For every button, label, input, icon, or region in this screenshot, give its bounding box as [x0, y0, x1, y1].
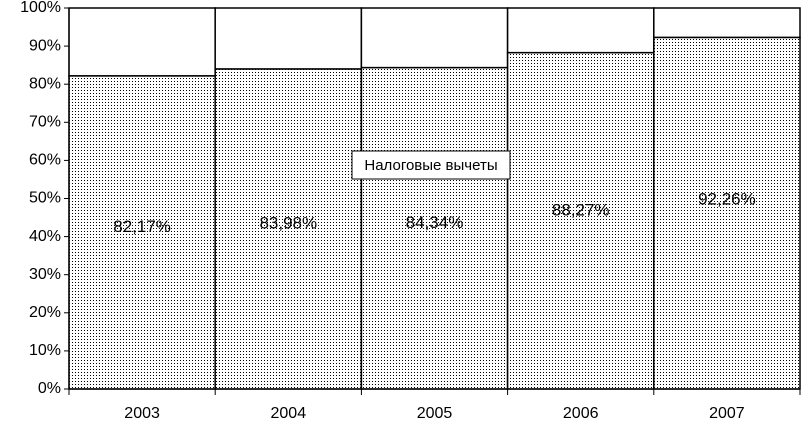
y-tick-label: 30%	[29, 266, 61, 283]
y-tick-label: 50%	[29, 190, 61, 207]
y-tick-label: 80%	[29, 75, 61, 92]
axes-layer	[64, 7, 801, 395]
y-tick-label: 20%	[29, 304, 61, 321]
y-tick-label: 10%	[29, 342, 61, 359]
bar-remainder-2004	[214, 7, 363, 70]
bar-2006	[506, 51, 655, 390]
labels-layer: 82,17% 2003 83,98% 2004 84,34% 2005 88,27% 2006…	[20, 0, 756, 422]
x-tick-label-2003: 2003	[124, 405, 160, 422]
data-label-2007: 92,26%	[698, 190, 756, 209]
y-tick-label: 90%	[29, 37, 61, 54]
bar-2005	[360, 66, 509, 390]
y-tick-label: 60%	[29, 152, 61, 169]
y-tick-label: 70%	[29, 114, 61, 131]
data-label-2006: 88,27%	[552, 200, 610, 219]
data-label-2005: 84,34%	[406, 213, 464, 232]
bar-2003	[68, 75, 216, 390]
annotation-layer: Налоговые вычеты	[351, 150, 511, 180]
data-label-2003: 82,17%	[113, 217, 171, 236]
x-tick-label-2004: 2004	[271, 405, 307, 422]
series-annotation-text: Налоговые вычеты	[364, 157, 497, 174]
bars-layer	[68, 7, 801, 390]
x-tick-label-2007: 2007	[709, 405, 745, 422]
bar-remainder-2003	[68, 7, 216, 77]
bar-remainder-2006	[506, 7, 655, 54]
y-tick-label: 0%	[38, 380, 61, 397]
bar-2004	[214, 68, 363, 390]
bar-remainder-2007	[653, 7, 801, 39]
data-label-2004: 83,98%	[259, 214, 317, 233]
y-tick-label: 40%	[29, 228, 61, 245]
y-tick-label: 100%	[20, 0, 61, 16]
bar-remainder-2005	[360, 7, 509, 69]
x-tick-label-2006: 2006	[563, 405, 599, 422]
series-annotation-box	[351, 150, 511, 180]
x-tick-label-2005: 2005	[417, 405, 453, 422]
bar-2007	[653, 36, 801, 390]
